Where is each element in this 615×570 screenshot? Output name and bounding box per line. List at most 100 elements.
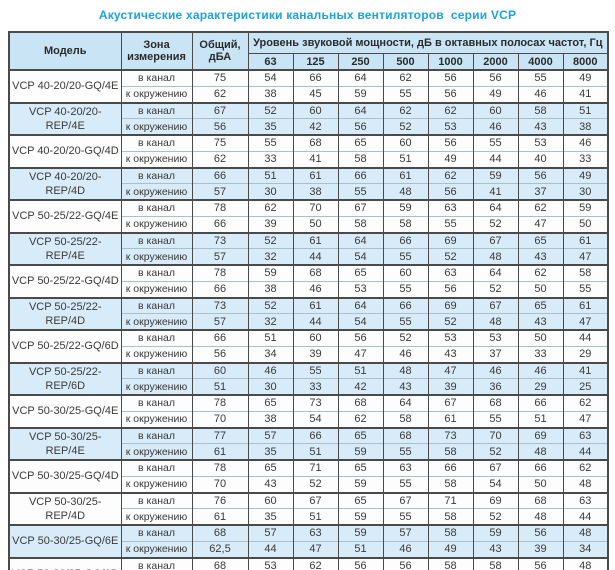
level-cell: 58 [427,508,474,525]
level-cell: 67 [337,198,384,217]
level-cell: 41 [292,150,339,168]
total-dba-cell: 57 [191,248,249,265]
level-cell: 73 [427,426,474,444]
level-cell: 62 [562,458,609,477]
model-cell: VCP 50-30/25-GQ/4D [8,459,122,493]
total-dba-cell: 68 [191,523,249,542]
level-cell: 52 [247,296,294,314]
level-cell: 58 [517,101,564,119]
zone-cell: к окружению [120,215,193,233]
table-title: Акустические характеристики канальных ве… [98,8,517,22]
model-cell: VCP 50-25/22-REP/4D [8,296,122,330]
level-cell: 59 [472,166,519,184]
level-cell: 44 [292,313,339,330]
level-cell: 56 [337,328,384,347]
level-cell: 53 [427,118,474,135]
level-cell: 68 [337,393,384,412]
zone-cell: к окружению [120,410,193,428]
model-cell: VCP 50-25/22-GQ/4E [8,199,122,233]
level-cell: 55 [382,508,429,525]
level-cell: 39 [292,345,339,363]
level-cell: 38 [562,118,609,135]
level-cell: 38 [247,410,294,428]
level-cell: 52 [472,280,519,298]
level-cell: 48 [382,183,429,200]
level-cell: 58 [427,523,474,542]
level-cell: 50 [517,280,564,298]
total-dba-cell: 60 [191,361,249,379]
level-cell: 59 [562,198,609,217]
level-cell: 69 [517,426,564,444]
level-cell: 61 [382,166,429,184]
level-cell: 48 [517,508,564,525]
level-cell: 60 [382,133,429,152]
table-row: VCP 50-30/25-GQ/4D в канал 78 65 71 65 63 66 67 6… [8,458,609,493]
level-cell: 66 [427,458,474,477]
level-cell: 62 [382,101,429,119]
level-cell: 62 [517,198,564,217]
model-cell: VCP 50-25/22-REP/4E [8,231,122,265]
level-cell: 62 [382,68,429,87]
level-cell: 43 [517,248,564,265]
total-dba-cell: 57 [191,183,249,200]
level-cell: 68 [382,426,429,444]
level-cell: 64 [472,198,519,217]
level-cell: 53 [517,133,564,152]
table-row: VCP 50-25/22-GQ/4E в канал 78 62 70 67 59 63 64 6… [8,198,609,233]
level-cell: 29 [562,345,609,363]
level-cell: 54 [337,248,384,265]
frequency-header-row: 63 125 250 500 1000 2000 4000 8000 [9,53,609,71]
level-cell: 55 [382,313,429,330]
level-cell: 51 [292,508,339,525]
level-cell: 41 [472,183,519,200]
level-cell: 55 [427,215,474,233]
zone-cell: к окружению [120,378,193,395]
level-cell: 54 [337,313,384,330]
total-dba-cell: 66 [191,328,249,347]
level-cell: 43 [472,540,519,558]
level-cell: 51 [337,540,384,558]
zone-cell: к окружению [120,313,193,330]
col-header-freq: 2000 [472,53,519,71]
level-cell: 40 [517,150,564,168]
table-row: к окружению 57 30 38 55 48 56 41 37 30 [9,183,609,200]
total-dba-cell: 62 [191,85,249,103]
level-cell: 60 [472,101,519,119]
level-cell: 73 [292,393,339,412]
level-cell: 41 [562,361,609,379]
level-cell: 63 [427,198,474,217]
table-row: к окружению 66 39 50 58 58 55 52 47 50 [9,215,609,233]
level-cell: 32 [247,248,294,265]
level-cell: 56 [337,118,384,135]
zone-cell: в канал [120,556,193,570]
level-cell: 66 [382,231,429,249]
level-cell: 51 [562,101,609,119]
level-cell: 48 [382,361,429,379]
total-dba-cell: 76 [191,491,249,509]
level-cell: 48 [562,475,609,493]
table-row: VCP 40-20/20-GQ/4E в канал 75 54 66 64 62 56 56 5… [8,68,609,103]
level-cell: 64 [337,68,384,87]
level-cell: 44 [562,508,609,525]
level-cell: 51 [247,166,294,184]
table-row: к окружению 51 30 33 42 43 39 36 29 25 [9,378,609,395]
level-cell: 42 [337,378,384,395]
level-cell: 46 [382,345,429,363]
level-cell: 48 [517,443,564,460]
table-row: к окружению 56 35 42 56 52 53 46 43 38 [9,118,609,135]
table-body: VCP 40-20/20-GQ/4E в канал 75 54 66 64 62 56 56 5… [8,68,609,570]
level-cell: 43 [517,118,564,135]
level-cell: 62 [247,198,294,217]
total-dba-cell: 61 [191,508,249,525]
total-dba-cell: 77 [191,426,249,444]
level-cell: 58 [382,215,429,233]
col-header-model: Модель [8,31,122,71]
level-cell: 55 [382,248,429,265]
level-cell: 33 [517,345,564,363]
level-cell: 58 [382,410,429,428]
level-cell: 61 [562,296,609,314]
table-row: к окружению 70 38 54 62 58 61 55 51 47 [9,410,609,428]
level-cell: 65 [337,426,384,444]
level-cell: 55 [382,475,429,493]
level-cell: 65 [337,263,384,282]
